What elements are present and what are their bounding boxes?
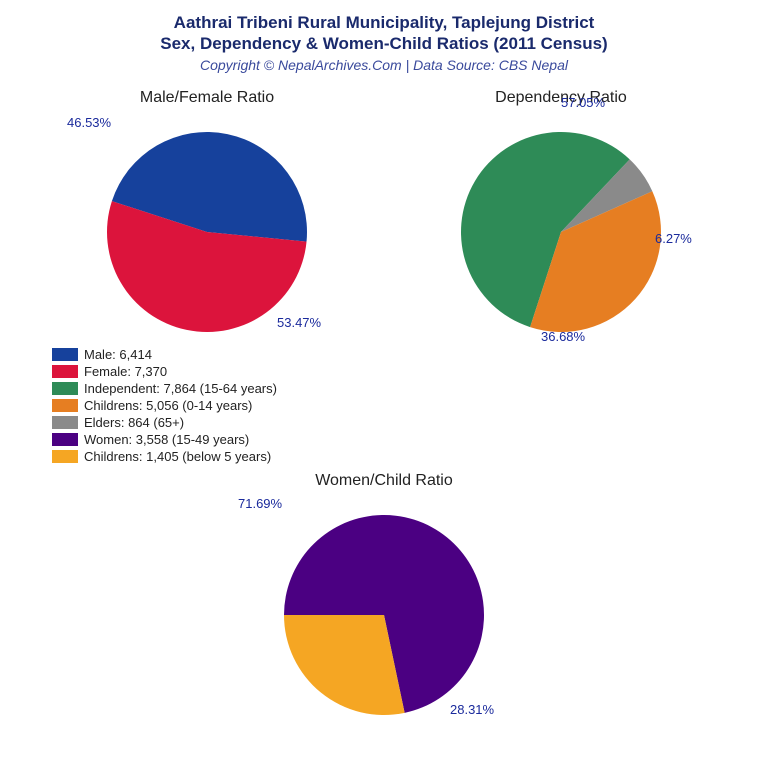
- legend: Male: 6,414 Female: 7,370 Independent: 7,8…: [0, 341, 768, 466]
- slice-label: 46.53%: [67, 115, 111, 130]
- legend-text: Independent: 7,864 (15-64 years): [84, 381, 277, 396]
- legend-text: Elders: 864 (65+): [84, 415, 184, 430]
- slice-label: 6.27%: [655, 231, 692, 246]
- page-subtitle: Copyright © NepalArchives.Com | Data Sou…: [0, 57, 768, 73]
- legend-swatch: [52, 348, 78, 361]
- legend-item: Independent: 7,864 (15-64 years): [52, 381, 402, 396]
- legend-item: Elders: 864 (65+): [52, 415, 402, 430]
- legend-swatch: [52, 382, 78, 395]
- slice-label: 28.31%: [450, 702, 494, 717]
- dependency-ratio-chart: Dependency Ratio 57.05%6.27%36.68%: [391, 89, 731, 341]
- legend-text: Women: 3,558 (15-49 years): [84, 432, 249, 447]
- women-child-pie: 71.69%28.31%: [254, 494, 514, 724]
- women-child-title: Women/Child Ratio: [315, 472, 453, 490]
- sex-ratio-chart: Male/Female Ratio 46.53%53.47%: [37, 89, 377, 341]
- pie-slice: [284, 615, 405, 715]
- legend-item: Childrens: 1,405 (below 5 years): [52, 449, 402, 464]
- slice-label: 53.47%: [277, 315, 321, 330]
- legend-swatch: [52, 365, 78, 378]
- header: Aathrai Tribeni Rural Municipality, Tapl…: [0, 0, 768, 73]
- legend-text: Male: 6,414: [84, 347, 152, 362]
- women-child-chart: Women/Child Ratio 71.69%28.31%: [0, 472, 768, 724]
- legend-item: Childrens: 5,056 (0-14 years): [52, 398, 402, 413]
- legend-text: Childrens: 1,405 (below 5 years): [84, 449, 271, 464]
- sex-ratio-pie: 46.53%53.47%: [77, 111, 337, 341]
- slice-label: 57.05%: [561, 95, 605, 110]
- legend-swatch: [52, 450, 78, 463]
- page-title-line1: Aathrai Tribeni Rural Municipality, Tapl…: [0, 12, 768, 33]
- legend-swatch: [52, 416, 78, 429]
- legend-item: Male: 6,414: [52, 347, 402, 362]
- legend-swatch: [52, 433, 78, 446]
- legend-item: Female: 7,370: [52, 364, 402, 379]
- legend-text: Female: 7,370: [84, 364, 167, 379]
- top-charts-row: Male/Female Ratio 46.53%53.47% Dependenc…: [0, 89, 768, 341]
- legend-text: Childrens: 5,056 (0-14 years): [84, 398, 252, 413]
- legend-swatch: [52, 399, 78, 412]
- page-title-line2: Sex, Dependency & Women-Child Ratios (20…: [0, 33, 768, 54]
- slice-label: 36.68%: [541, 329, 585, 344]
- dependency-ratio-pie: 57.05%6.27%36.68%: [431, 111, 691, 341]
- sex-ratio-title: Male/Female Ratio: [140, 89, 274, 107]
- slice-label: 71.69%: [238, 496, 282, 511]
- legend-item: Women: 3,558 (15-49 years): [52, 432, 402, 447]
